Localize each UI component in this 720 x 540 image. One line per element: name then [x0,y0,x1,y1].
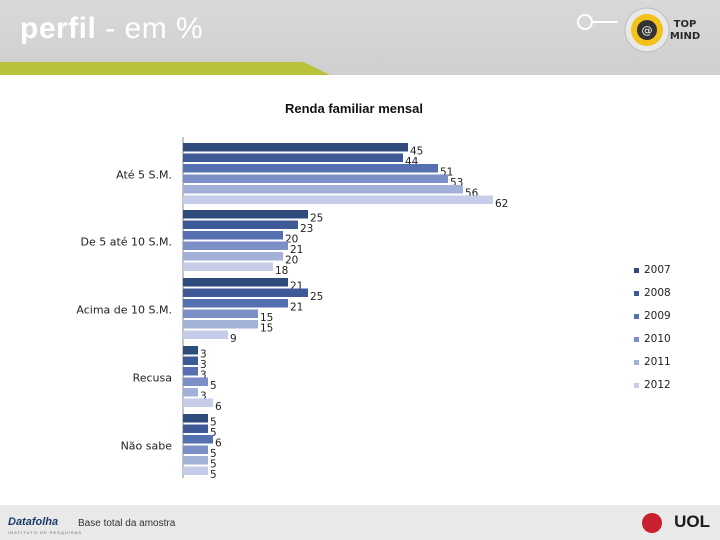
page-title-main: perfil [20,12,97,45]
bar-2009 [183,164,438,173]
bar-2007 [183,210,308,219]
bar-2008 [183,153,403,162]
bar-2007 [183,278,288,287]
data-label: 23 [300,223,313,235]
footer-note: Base total da amostra [78,518,176,529]
data-label: 18 [275,265,288,277]
data-label: 45 [410,146,423,158]
bar-2010 [183,174,448,183]
legend-item-2008: 2008 [634,287,671,310]
top-of-mind-badge: @ TOP MIND [577,7,700,53]
data-label: 15 [260,323,273,335]
data-label: 20 [285,255,298,267]
header-bar: perfil - em % @ TOP MIND [0,0,720,75]
badge-at-symbol: @ [642,24,653,37]
legend-label: 2012 [644,379,671,391]
legend-swatch [634,337,639,342]
bar-2008 [183,220,298,229]
bar-2011 [183,185,463,194]
uol-logo: UOL [674,512,710,531]
data-label: 20 [285,234,298,246]
page-title: perfil - em % [20,12,203,46]
data-label: 5 [210,459,217,471]
bar-2007 [183,143,408,152]
data-label: 3 [200,359,207,371]
legend-swatch [634,291,639,296]
bar-2009 [183,367,198,376]
legend-label: 2010 [644,333,671,345]
badge-text-top: TOP [674,19,697,30]
legend-swatch [634,314,639,319]
data-label: 3 [200,391,207,403]
bar-2012 [183,195,493,204]
bar-2008 [183,424,208,433]
bar-2011 [183,252,283,261]
bar-2009 [183,299,288,308]
footer-bar: Datafolha INSTITUTO DE PESQUISAS Base to… [0,505,720,540]
data-label: 5 [210,427,217,439]
category-label: Recusa [133,372,172,385]
datafolha-logo: Datafolha [8,516,59,528]
page-title-suffix: - em % [96,12,204,45]
chart-legend: 2007 2008 2009 2010 2011 2012 [634,264,671,402]
legend-label: 2007 [644,264,671,276]
legend-label: 2009 [644,310,671,322]
bar-2009 [183,435,213,444]
bar-2012 [183,398,213,407]
data-label: 21 [290,244,303,256]
data-label: 25 [310,291,323,303]
data-label: 3 [200,349,207,361]
legend-item-2009: 2009 [634,310,671,333]
bar-2007 [183,414,208,423]
badge-text-mind: MIND [670,31,700,42]
bar-2008 [183,288,308,297]
category-label: Não sabe [121,440,173,453]
legend-item-2010: 2010 [634,333,671,356]
data-label: 21 [290,302,303,314]
data-label: 5 [210,417,217,429]
bar-2012 [183,330,228,339]
data-label: 5 [210,448,217,460]
data-label: 9 [230,333,237,345]
category-label: Acima de 10 S.M. [76,304,172,317]
data-label: 15 [260,312,273,324]
data-label: 62 [495,198,508,210]
bar-2011 [183,456,208,465]
bar-2010 [183,241,288,250]
data-label: 6 [215,438,222,450]
data-label: 3 [200,370,207,382]
header-accent-stripe [0,62,330,75]
badge-at-icon [637,20,657,40]
datafolha-logo-sub: INSTITUTO DE PESQUISAS [8,530,82,535]
data-label: 25 [310,213,323,225]
bar-2008 [183,356,198,365]
category-label: Até 5 S.M. [116,169,172,182]
data-label: 5 [210,380,217,392]
chart-title: Renda familiar mensal [285,101,423,116]
legend-label: 2008 [644,287,671,299]
bar-2011 [183,388,198,397]
bar-2009 [183,231,283,240]
legend-swatch [634,268,639,273]
bar-2007 [183,346,198,355]
bar-2010 [183,377,208,386]
legend-swatch [634,383,639,388]
bar-2012 [183,466,208,475]
legend-swatch [634,360,639,365]
legend-item-2007: 2007 [634,264,671,287]
bar-2012 [183,262,273,271]
legend-item-2012: 2012 [634,379,671,402]
category-label: De 5 até 10 S.M. [80,236,172,249]
data-label: 6 [215,401,222,413]
bar-2010 [183,309,258,318]
data-label: 5 [210,469,217,481]
bar-2011 [183,320,258,329]
legend-label: 2011 [644,356,671,368]
legend-item-2011: 2011 [634,356,671,379]
uol-logo-icon [642,513,662,533]
bar-2010 [183,445,208,454]
